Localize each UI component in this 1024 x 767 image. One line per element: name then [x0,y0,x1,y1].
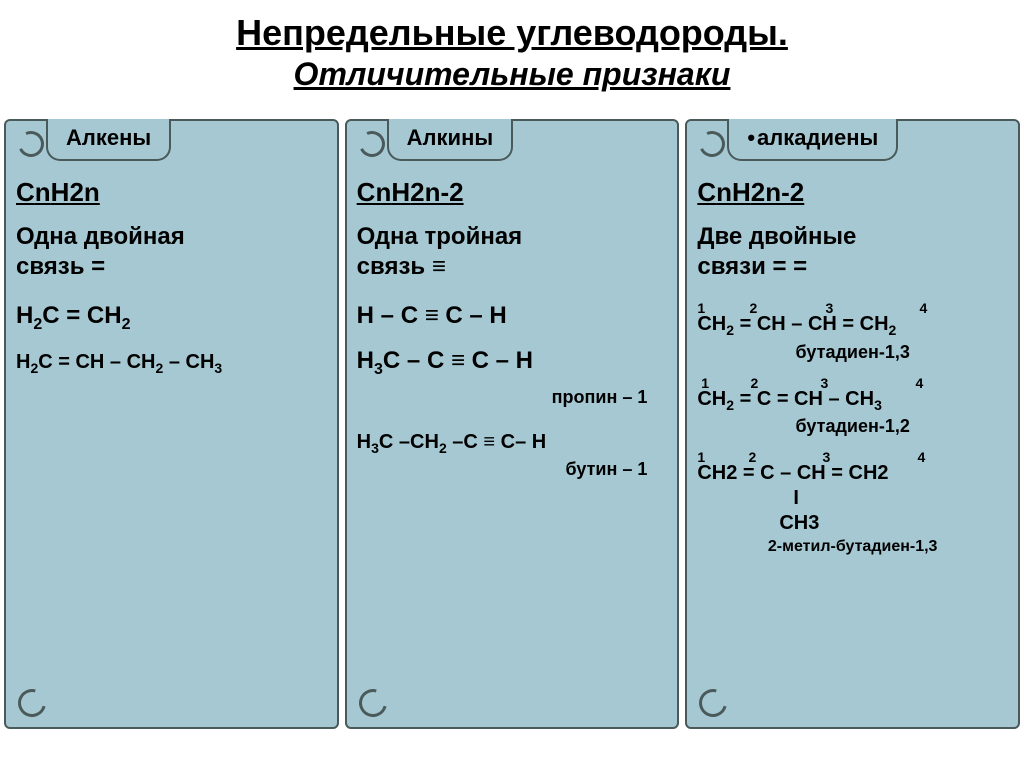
tab-alkynes: Алкины [387,119,513,161]
title-area: Непредельные углеводороды. Отличительные… [0,0,1024,101]
column-alkynes: Алкины CnH2n-2 Одна тройная связь ≡ H – … [345,119,680,729]
label-butyne: бутин – 1 [357,459,668,480]
eq-diene-1: CH2 = CH – CH = CH2 [697,312,1008,340]
formula-alkenes: CnH2n [16,177,327,208]
bond-desc-alkenes: Одна двойная связь = [16,222,327,282]
column-alkenes: Алкены CnH2n Одна двойная связь = H2C = … [4,119,339,729]
eq-alkenes-2: H2C = CH – CH2 – CH3 [16,350,327,378]
label-butadiene13: бутадиен-1,3 [697,342,1008,363]
main-title: Непредельные углеводороды. [0,12,1024,54]
label-methylbutadiene: 2-метил-бутадиен-1,3 [697,538,1008,556]
spiral-icon [355,127,388,160]
eq-alkynes-1: H – C ≡ C – H [357,300,668,331]
eq-alkynes-2: H3C – C ≡ C – H [357,345,668,381]
label-butadiene12: бутадиен-1,2 [697,416,1008,437]
spiral-icon [13,684,51,722]
spiral-icon [696,127,729,160]
eq-diene-2: CH2 = C = CH – CH3 [697,387,1008,415]
bond-desc-alkynes: Одна тройная связь ≡ [357,222,668,282]
spiral-icon [354,684,392,722]
spiral-icon [694,684,732,722]
eq-alkynes-3: H3C –CH2 –C ≡ C– H [357,430,668,458]
eq-diene-3-methyl: CH3 [697,511,1008,536]
eq-diene-3-branch: I [697,486,1008,511]
subtitle: Отличительные признаки [0,56,1024,93]
bond-desc-alkadienes: Две двойные связи = = [697,222,1008,282]
column-alkadienes: алкадиены CnH2n-2 Две двойные связи = = … [685,119,1020,729]
columns-container: Алкены CnH2n Одна двойная связь = H2C = … [0,101,1024,729]
tab-alkenes: Алкены [46,119,171,161]
formula-alkadienes: CnH2n-2 [697,177,1008,208]
formula-alkynes: CnH2n-2 [357,177,668,208]
eq-diene-3: CH2 = C – CH = CH2 [697,461,1008,486]
label-propyne: пропин – 1 [357,387,668,408]
spiral-icon [14,127,47,160]
tab-alkadienes: алкадиены [727,119,898,161]
eq-alkenes-1: H2C = CH2 [16,300,327,336]
